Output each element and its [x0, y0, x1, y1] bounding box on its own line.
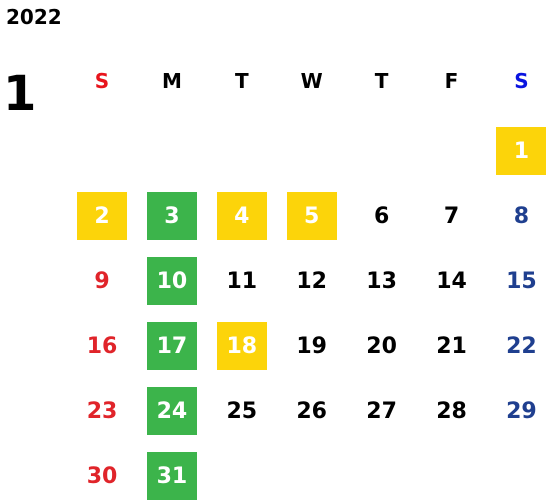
weekday-header: F [444, 69, 459, 93]
day: 22 [506, 333, 537, 359]
weekday-header: S [514, 69, 529, 93]
day: 30 [86, 463, 118, 489]
day: 29 [506, 398, 537, 424]
day: 6 [373, 203, 390, 229]
day: 25 [226, 398, 258, 424]
day: 20 [366, 333, 397, 359]
highlighted-day: 3 [146, 192, 197, 240]
month: 1 [3, 66, 37, 122]
weekday-header: T [374, 69, 389, 93]
weekday-header: T [234, 69, 249, 93]
highlighted-day: 1 [496, 127, 547, 175]
weekday-header: W [300, 69, 323, 93]
day: 14 [436, 268, 467, 294]
day: 13 [366, 268, 397, 294]
highlighted-day: 5 [286, 192, 337, 240]
highlighted-day: 2 [77, 192, 127, 240]
day: 7 [443, 203, 460, 229]
weekday-header: S [94, 69, 110, 93]
day: 12 [296, 268, 327, 294]
day: 9 [94, 268, 110, 294]
day: 8 [513, 203, 530, 229]
day: 19 [296, 333, 327, 359]
highlighted-day: 10 [146, 257, 197, 305]
weekday-header: M [161, 69, 182, 93]
day: 16 [86, 333, 118, 359]
day: 21 [436, 333, 467, 359]
day: 28 [436, 398, 467, 424]
year: 2022 [6, 5, 62, 29]
day: 26 [296, 398, 327, 424]
day: 11 [226, 268, 258, 294]
day: 15 [506, 268, 537, 294]
highlighted-day: 4 [216, 192, 267, 240]
highlighted-day: 18 [216, 322, 267, 370]
highlighted-day: 31 [146, 452, 197, 500]
day: 27 [366, 398, 397, 424]
day: 23 [86, 398, 118, 424]
highlighted-day: 24 [146, 387, 197, 435]
highlighted-day: 17 [146, 322, 197, 370]
